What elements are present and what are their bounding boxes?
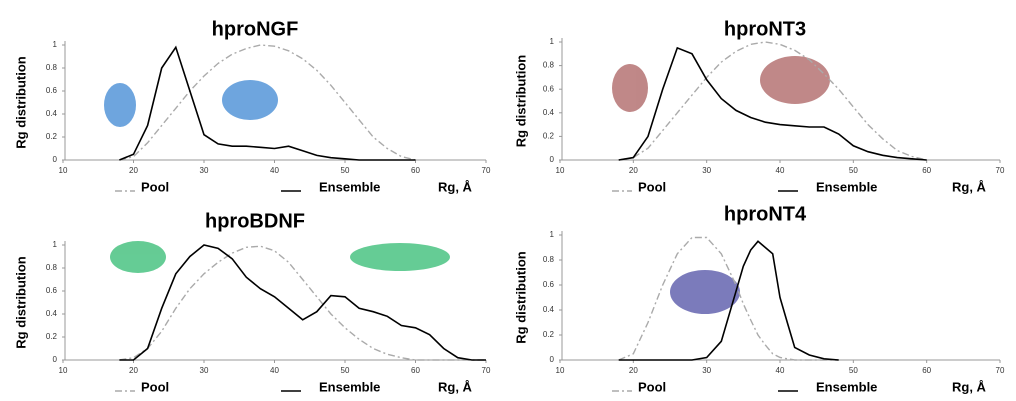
x-tick-label: 70 xyxy=(482,366,491,375)
y-tick-label: 0.8 xyxy=(46,63,58,72)
y-tick-label: 0.6 xyxy=(543,280,555,289)
legend-label: Pool xyxy=(141,379,169,394)
y-tick-label: 0 xyxy=(550,355,555,364)
x-tick-label: 70 xyxy=(482,166,491,175)
x-tick-label: 40 xyxy=(776,166,785,175)
molecule-icon xyxy=(612,64,648,112)
x-tick-label: 10 xyxy=(59,366,68,375)
y-tick-label: 1 xyxy=(550,37,555,46)
y-tick-label: 0.4 xyxy=(46,309,58,318)
legend-label: Ensemble xyxy=(816,179,877,194)
x-tick-label: 50 xyxy=(849,166,858,175)
series-line xyxy=(618,46,927,161)
x-tick-label: 60 xyxy=(922,166,931,175)
y-tick-label: 0.2 xyxy=(543,330,555,339)
molecule-icons xyxy=(104,56,830,314)
x-tick-label: 20 xyxy=(129,366,138,375)
molecule-icon xyxy=(670,270,740,314)
legend-label: Ensemble xyxy=(319,379,380,394)
chart-title: hproNT4 xyxy=(724,203,807,225)
y-tick-label: 0.4 xyxy=(46,109,58,118)
chart-title: hproNT3 xyxy=(724,18,806,40)
molecule-icon xyxy=(104,83,136,127)
y-tick-label: 1 xyxy=(53,40,58,49)
y-tick-label: 1 xyxy=(53,240,58,249)
y-tick-label: 0.2 xyxy=(46,132,58,141)
x-axis-label: Rg, Å xyxy=(438,179,473,194)
x-tick-label: 10 xyxy=(556,366,565,375)
legend-label: Pool xyxy=(638,179,666,194)
x-tick-label: 70 xyxy=(996,166,1005,175)
y-tick-label: 0.4 xyxy=(543,305,555,314)
molecule-icon xyxy=(110,241,166,273)
x-axis-label: Rg, Å xyxy=(952,179,987,194)
series-line xyxy=(618,240,839,361)
y-tick-label: 0.6 xyxy=(543,84,555,93)
y-tick-label: 0.8 xyxy=(543,61,555,70)
series-line xyxy=(119,44,416,161)
y-axis-label: Rg distribution xyxy=(513,251,528,343)
series-line xyxy=(618,236,839,361)
series-line xyxy=(119,245,486,361)
y-tick-label: 0.4 xyxy=(543,108,555,117)
y-tick-label: 0.6 xyxy=(46,286,58,295)
x-tick-label: 30 xyxy=(702,166,711,175)
y-axis-label: Rg distribution xyxy=(13,256,28,348)
x-axis-label: Rg, Å xyxy=(952,379,987,394)
y-tick-label: 0.8 xyxy=(543,255,555,264)
molecule-icon xyxy=(222,80,278,120)
x-tick-label: 40 xyxy=(776,366,785,375)
x-axis-label: Rg, Å xyxy=(438,379,473,394)
x-tick-label: 50 xyxy=(341,166,350,175)
x-tick-label: 10 xyxy=(556,166,565,175)
x-tick-label: 60 xyxy=(922,366,931,375)
y-tick-label: 0.6 xyxy=(46,86,58,95)
x-tick-label: 30 xyxy=(200,366,209,375)
y-axis-label: Rg distribution xyxy=(13,56,28,148)
x-tick-label: 40 xyxy=(270,366,279,375)
x-tick-label: 70 xyxy=(996,366,1005,375)
y-tick-label: 0.2 xyxy=(46,332,58,341)
y-tick-label: 0.2 xyxy=(543,132,555,141)
x-tick-label: 60 xyxy=(411,366,420,375)
x-tick-label: 60 xyxy=(411,166,420,175)
legend-label: Pool xyxy=(141,179,169,194)
x-tick-label: 20 xyxy=(129,166,138,175)
series-line xyxy=(119,45,416,161)
y-axis-label: Rg distribution xyxy=(513,55,528,147)
molecule-icon xyxy=(350,243,450,271)
y-tick-label: 0.8 xyxy=(46,263,58,272)
x-tick-label: 20 xyxy=(629,166,638,175)
x-tick-label: 30 xyxy=(702,366,711,375)
y-tick-label: 0 xyxy=(53,155,58,164)
y-tick-label: 1 xyxy=(550,230,555,239)
x-tick-label: 50 xyxy=(341,366,350,375)
series-line xyxy=(119,244,486,361)
legend-label: Pool xyxy=(638,379,666,394)
chart-title: hproNGF xyxy=(212,18,299,40)
x-tick-label: 40 xyxy=(270,166,279,175)
legend-label: Ensemble xyxy=(816,379,877,394)
chart-title: hproBDNF xyxy=(205,210,305,232)
x-tick-label: 10 xyxy=(59,166,68,175)
y-tick-label: 0 xyxy=(550,155,555,164)
molecule-icon xyxy=(760,56,830,104)
legend-label: Ensemble xyxy=(319,179,380,194)
y-tick-label: 0 xyxy=(53,355,58,364)
series-line xyxy=(618,41,927,161)
x-tick-label: 50 xyxy=(849,366,858,375)
x-tick-label: 20 xyxy=(629,366,638,375)
x-tick-label: 30 xyxy=(200,166,209,175)
